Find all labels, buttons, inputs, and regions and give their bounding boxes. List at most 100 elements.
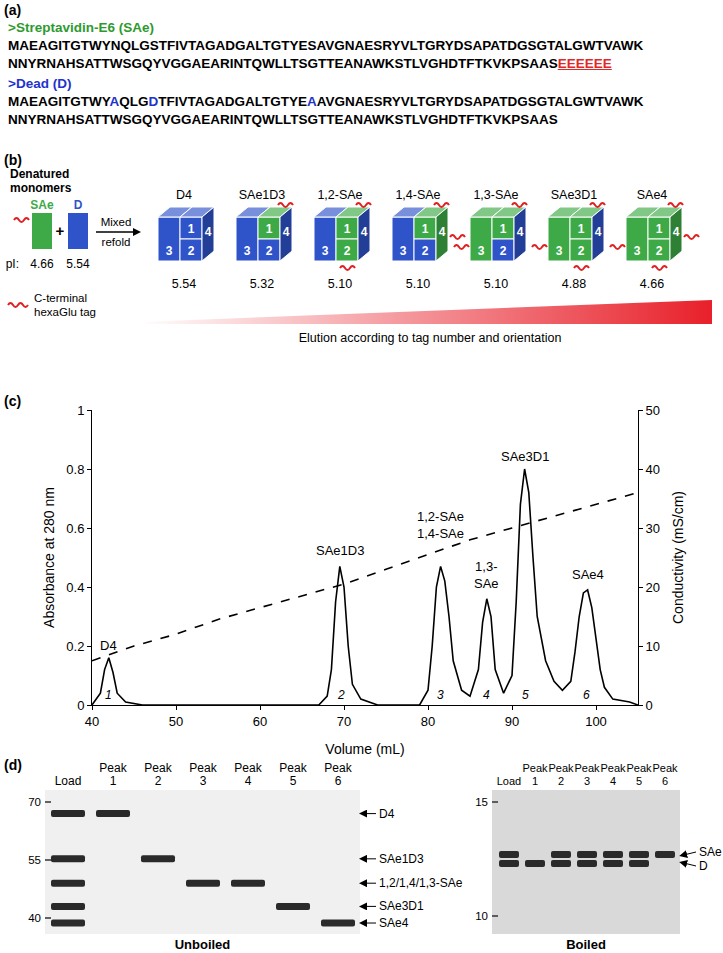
svg-text:SAe4: SAe4	[637, 188, 668, 202]
svg-text:10: 10	[646, 639, 660, 654]
svg-text:1,2-SAe1,4-SAe: 1,2-SAe1,4-SAe	[417, 509, 464, 541]
svg-text:Conductivity (mS/cm): Conductivity (mS/cm)	[670, 491, 686, 624]
svg-text:70: 70	[28, 796, 41, 808]
svg-text:4.66: 4.66	[30, 257, 54, 271]
svg-text:40: 40	[28, 912, 41, 924]
svg-text:1,3-SAe: 1,3-SAe	[474, 559, 499, 591]
svg-text:4: 4	[245, 774, 252, 788]
svg-text:4.88: 4.88	[562, 277, 586, 291]
svg-text:80: 80	[421, 714, 435, 729]
svg-text:5.10: 5.10	[406, 277, 430, 291]
svg-text:40: 40	[85, 714, 99, 729]
svg-text:1,2-SAe: 1,2-SAe	[317, 188, 362, 202]
svg-text:30: 30	[646, 521, 660, 536]
svg-text:4: 4	[517, 225, 524, 239]
svg-text:D4: D4	[176, 188, 192, 202]
svg-text:Peak: Peak	[522, 762, 548, 774]
svg-text:0: 0	[77, 698, 84, 713]
svg-text:1: 1	[266, 222, 273, 236]
svg-text:4: 4	[361, 225, 368, 239]
svg-text:6: 6	[335, 774, 342, 788]
svg-text:SAe4: SAe4	[379, 916, 409, 930]
svg-text:2: 2	[266, 244, 273, 258]
svg-text:1: 1	[578, 222, 585, 236]
svg-text:1: 1	[344, 222, 351, 236]
svg-text:3: 3	[478, 244, 485, 258]
svg-text:Absorbance at 280 nm: Absorbance at 280 nm	[41, 487, 57, 628]
svg-text:0: 0	[646, 698, 653, 713]
svg-text:10: 10	[475, 910, 488, 922]
svg-text:1: 1	[105, 688, 112, 702]
svg-text:Peak: Peak	[234, 761, 262, 775]
svg-text:55: 55	[28, 854, 41, 866]
svg-text:Peak: Peak	[652, 762, 678, 774]
svg-text:3: 3	[200, 774, 207, 788]
svg-text:3: 3	[400, 244, 407, 258]
svg-text:0.6: 0.6	[66, 521, 84, 536]
svg-text:100: 100	[585, 714, 607, 729]
svg-text:0.4: 0.4	[66, 580, 84, 595]
svg-text:0.2: 0.2	[66, 639, 84, 654]
svg-text:5.32: 5.32	[250, 277, 274, 291]
svg-text:50: 50	[646, 403, 660, 418]
svg-text:2: 2	[558, 775, 564, 787]
svg-text:2: 2	[422, 244, 429, 258]
svg-text:Peak: Peak	[626, 762, 652, 774]
svg-text:5.54: 5.54	[172, 277, 196, 291]
svg-text:Elution according to tag numbe: Elution according to tag number and orie…	[299, 331, 562, 345]
svg-text:Volume (mL): Volume (mL)	[325, 741, 404, 757]
svg-text:60: 60	[253, 714, 267, 729]
svg-text:2: 2	[188, 244, 195, 258]
svg-text:hexaGlu tag: hexaGlu tag	[34, 306, 96, 318]
svg-text:SAe: SAe	[30, 198, 54, 212]
svg-text:6: 6	[662, 775, 668, 787]
svg-text:50: 50	[169, 714, 183, 729]
svg-text:Boiled: Boiled	[566, 937, 606, 952]
svg-text:20: 20	[646, 580, 660, 595]
svg-text:D4: D4	[379, 807, 395, 821]
svg-text:90: 90	[505, 714, 519, 729]
svg-text:Peak: Peak	[144, 761, 172, 775]
svg-text:3: 3	[556, 244, 563, 258]
svg-text:SAe1D3: SAe1D3	[316, 543, 364, 558]
svg-text:3: 3	[244, 244, 251, 258]
svg-text:Peak: Peak	[600, 762, 626, 774]
svg-text:2: 2	[337, 688, 345, 702]
svg-text:2: 2	[656, 244, 663, 258]
svg-text:Denatured: Denatured	[10, 167, 69, 181]
svg-text:3: 3	[166, 244, 173, 258]
svg-text:1: 1	[110, 774, 117, 788]
svg-text:5.10: 5.10	[328, 277, 352, 291]
svg-text:C-terminal: C-terminal	[34, 292, 87, 304]
svg-text:4.66: 4.66	[640, 277, 664, 291]
svg-text:SAe: SAe	[699, 845, 722, 859]
svg-text:3: 3	[437, 688, 444, 702]
svg-text:Peak: Peak	[189, 761, 217, 775]
svg-text:3: 3	[322, 244, 329, 258]
svg-text:monomers: monomers	[10, 181, 72, 195]
svg-text:(b): (b)	[4, 152, 22, 168]
svg-text:Load: Load	[55, 774, 82, 788]
svg-text:4: 4	[205, 225, 212, 239]
svg-text:1: 1	[656, 222, 663, 236]
svg-text:D: D	[699, 859, 708, 873]
svg-text:Unboiled: Unboiled	[175, 937, 231, 952]
svg-text:5: 5	[290, 774, 297, 788]
svg-text:5.10: 5.10	[484, 277, 508, 291]
svg-text:70: 70	[337, 714, 351, 729]
svg-text:Peak: Peak	[574, 762, 600, 774]
svg-text:5.54: 5.54	[66, 257, 90, 271]
svg-text:5: 5	[522, 688, 529, 702]
svg-text:SAe1D3: SAe1D3	[379, 852, 424, 866]
svg-text:1: 1	[422, 222, 429, 236]
svg-text:4: 4	[673, 225, 680, 239]
svg-text:Mixed: Mixed	[101, 216, 132, 228]
svg-text:D4: D4	[100, 638, 117, 653]
svg-text:Peak: Peak	[279, 761, 307, 775]
svg-text:2: 2	[500, 244, 507, 258]
svg-text:1,3-SAe: 1,3-SAe	[473, 188, 518, 202]
svg-text:40: 40	[646, 462, 660, 477]
svg-text:1: 1	[500, 222, 507, 236]
svg-text:(d): (d)	[4, 757, 22, 773]
svg-text:2: 2	[344, 244, 351, 258]
